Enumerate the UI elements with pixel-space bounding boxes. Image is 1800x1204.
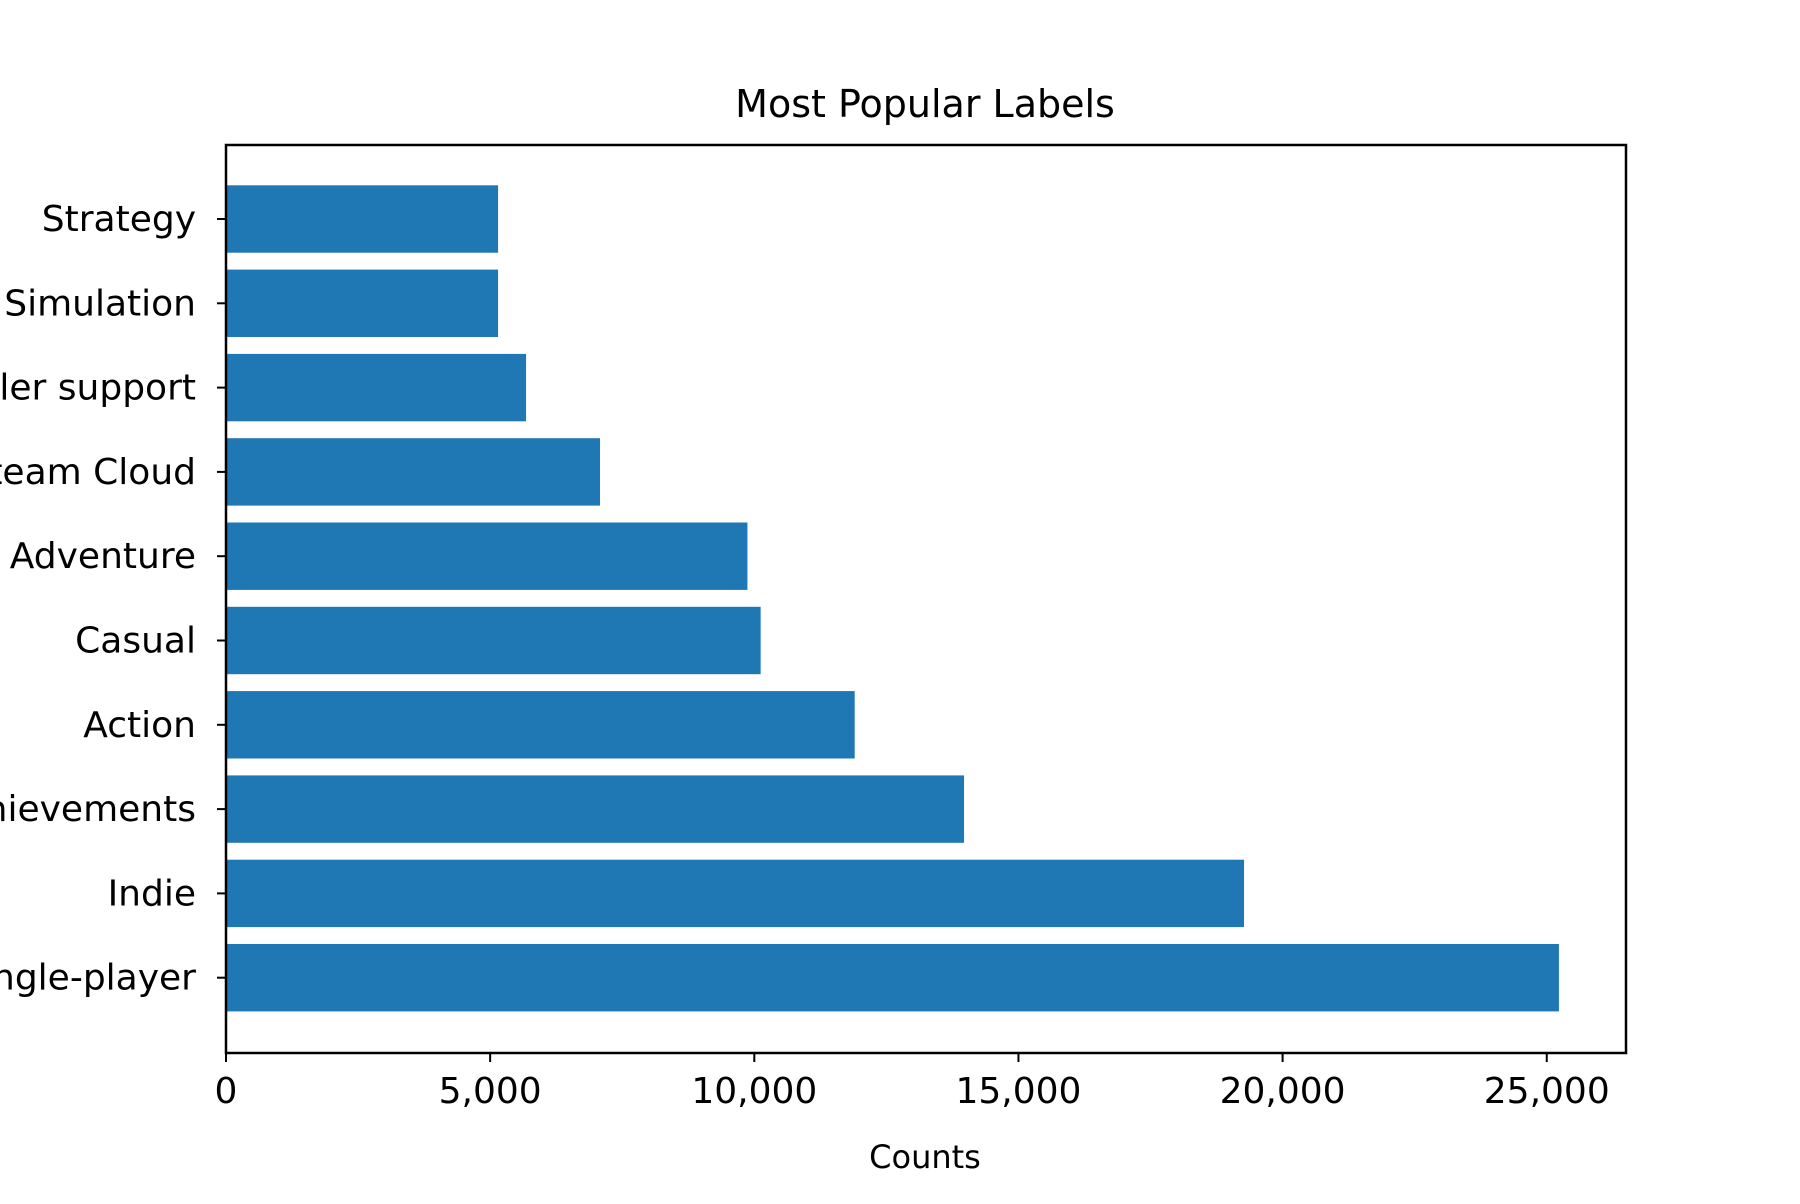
y-tick-label: Steam Achievements [0,789,196,830]
bar-steam-achievements [226,775,965,843]
x-tick-label: 15,000 [955,1071,1081,1112]
x-tick-label: 5,000 [439,1071,542,1112]
bar-indie [226,859,1245,928]
y-tick-label: Single-player [0,958,196,999]
y-axis: Strategy Simulation Full controller suppor… [0,199,226,999]
y-tick-label: Strategy [42,199,196,240]
y-tick-label: Simulation [4,283,196,324]
x-tick-label: 10,000 [691,1071,817,1112]
chart-title: Most Popular Labels [735,82,1115,126]
plot-frame [224,143,1628,1055]
y-tick-label: Adventure [10,536,196,577]
y-tick-label: Action [83,705,196,746]
bar-strategy [226,185,499,253]
x-axis: 0 5,000 10,000 15,000 20,000 25,000 [215,1053,1610,1112]
bar-single-player [226,944,1559,1012]
y-tick-label: Casual [75,621,196,662]
bar-adventure [226,522,748,590]
bar-action [226,691,855,759]
x-tick-label: 0 [215,1071,238,1112]
y-tick-label: Full controller support [0,368,196,409]
x-tick-label: 25,000 [1484,1071,1610,1112]
bar-full-controller-support [226,353,527,422]
x-axis-label: Counts [869,1138,981,1176]
bar-casual [226,606,761,675]
y-tick-label: Steam Cloud [0,452,196,493]
bar-simulation [226,269,499,337]
bars-layer [226,185,1559,1012]
y-tick-label: Indie [108,873,196,914]
x-tick-label: 20,000 [1220,1071,1346,1112]
bar-steam-cloud [226,438,601,506]
